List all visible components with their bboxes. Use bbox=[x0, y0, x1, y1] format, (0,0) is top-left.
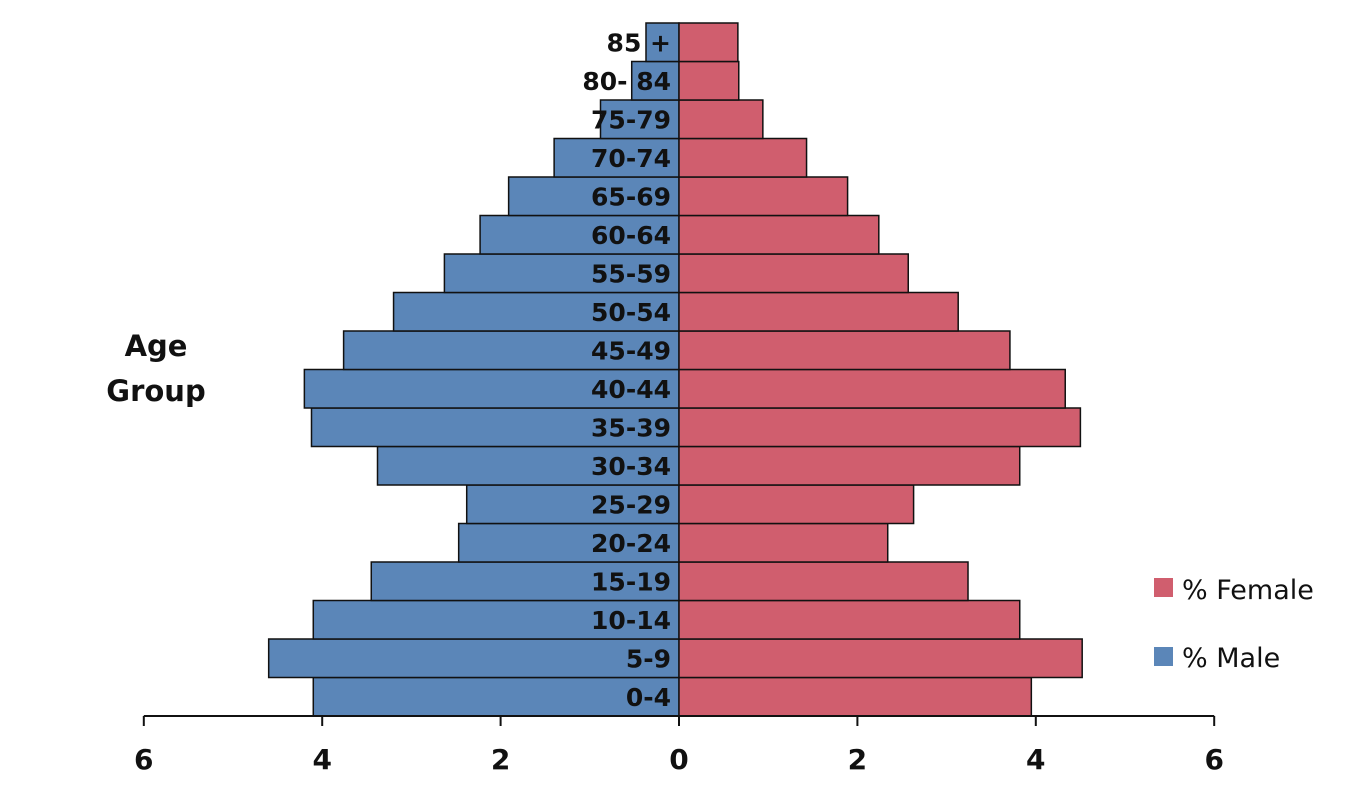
age-group-label-7: 35-39 bbox=[591, 413, 671, 442]
bar-male-1 bbox=[267, 638, 680, 679]
bar-female-16 bbox=[678, 60, 740, 101]
bar-female-6 bbox=[678, 445, 1021, 486]
bar-female-0 bbox=[678, 676, 1033, 717]
bar-female-9 bbox=[678, 330, 1011, 371]
age-group-label-5: 25-29 bbox=[591, 490, 671, 519]
y-axis-title: Age Group bbox=[106, 329, 205, 408]
age-group-label-14: 70-74 bbox=[591, 144, 671, 173]
legend-label-female: % Female bbox=[1182, 575, 1314, 606]
x-tick-label-6: 6 bbox=[1204, 743, 1223, 776]
bar-male-10 bbox=[392, 291, 680, 332]
age-group-label-13: 65-69 bbox=[591, 182, 671, 211]
bar-male-17 bbox=[645, 22, 680, 63]
age-group-label-2: 10-14 bbox=[591, 606, 671, 635]
bar-female-13 bbox=[678, 176, 849, 217]
x-tick-label-1: 4 bbox=[312, 743, 331, 776]
bar-male-8 bbox=[303, 368, 680, 409]
age-group-label-9: 45-49 bbox=[591, 336, 671, 365]
bar-female-15 bbox=[678, 99, 764, 140]
x-tick-label-3: 0 bbox=[669, 743, 688, 776]
x-tick-label-4: 2 bbox=[848, 743, 867, 776]
y-axis-title-line-2: Group bbox=[106, 374, 205, 408]
age-group-label-3: 15-19 bbox=[591, 567, 671, 596]
bar-female-17 bbox=[678, 22, 739, 63]
legend: % Female % Male bbox=[1154, 575, 1314, 674]
legend-swatch-female bbox=[1154, 578, 1173, 597]
bar-female-11 bbox=[678, 253, 909, 294]
age-group-label-15: 75-79 bbox=[591, 105, 671, 134]
x-tick-label-0: 6 bbox=[134, 743, 153, 776]
x-tick-label-5: 4 bbox=[1026, 743, 1045, 776]
age-group-label-0: 0-4 bbox=[626, 683, 671, 712]
y-axis-title-line-1: Age bbox=[125, 329, 188, 363]
bar-female-14 bbox=[678, 137, 808, 178]
age-group-label-8: 40-44 bbox=[591, 375, 671, 404]
bar-male-7 bbox=[310, 407, 680, 448]
bar-male-13 bbox=[507, 176, 680, 217]
age-group-label-16: 80- 84 bbox=[582, 67, 671, 96]
bar-female-8 bbox=[678, 368, 1066, 409]
age-group-label-6: 30-34 bbox=[591, 452, 671, 481]
legend-label-male: % Male bbox=[1182, 643, 1280, 674]
age-group-label-1: 5-9 bbox=[626, 644, 671, 673]
bar-female-5 bbox=[678, 484, 915, 525]
bar-female-3 bbox=[678, 561, 969, 602]
bar-male-11 bbox=[443, 253, 680, 294]
age-group-label-4: 20-24 bbox=[591, 529, 671, 558]
bar-female-10 bbox=[678, 291, 959, 332]
bar-male-6 bbox=[376, 445, 680, 486]
bar-male-3 bbox=[370, 561, 680, 602]
age-group-label-10: 50-54 bbox=[591, 298, 671, 327]
x-tick-label-2: 2 bbox=[491, 743, 510, 776]
bar-female-4 bbox=[678, 522, 889, 563]
age-group-label-11: 55-59 bbox=[591, 259, 671, 288]
bars-group bbox=[267, 22, 1083, 717]
bar-female-1 bbox=[678, 638, 1083, 679]
x-ticks-group: 6 4 2 0 2 4 6 bbox=[134, 716, 1224, 776]
bar-male-0 bbox=[312, 676, 680, 717]
age-labels-group: 0-4 5-9 10-14 15-19 20-24 25-29 30-34 35-39 40-4… bbox=[582, 28, 671, 712]
bar-female-7 bbox=[678, 407, 1082, 448]
legend-swatch-male bbox=[1154, 647, 1173, 666]
bar-male-9 bbox=[342, 330, 680, 371]
bar-female-2 bbox=[678, 599, 1021, 640]
age-group-label-12: 60-64 bbox=[591, 221, 671, 250]
bar-male-14 bbox=[553, 137, 680, 178]
age-group-label-17: 85 + bbox=[607, 28, 671, 57]
bar-male-2 bbox=[312, 599, 680, 640]
bar-female-12 bbox=[678, 214, 880, 255]
